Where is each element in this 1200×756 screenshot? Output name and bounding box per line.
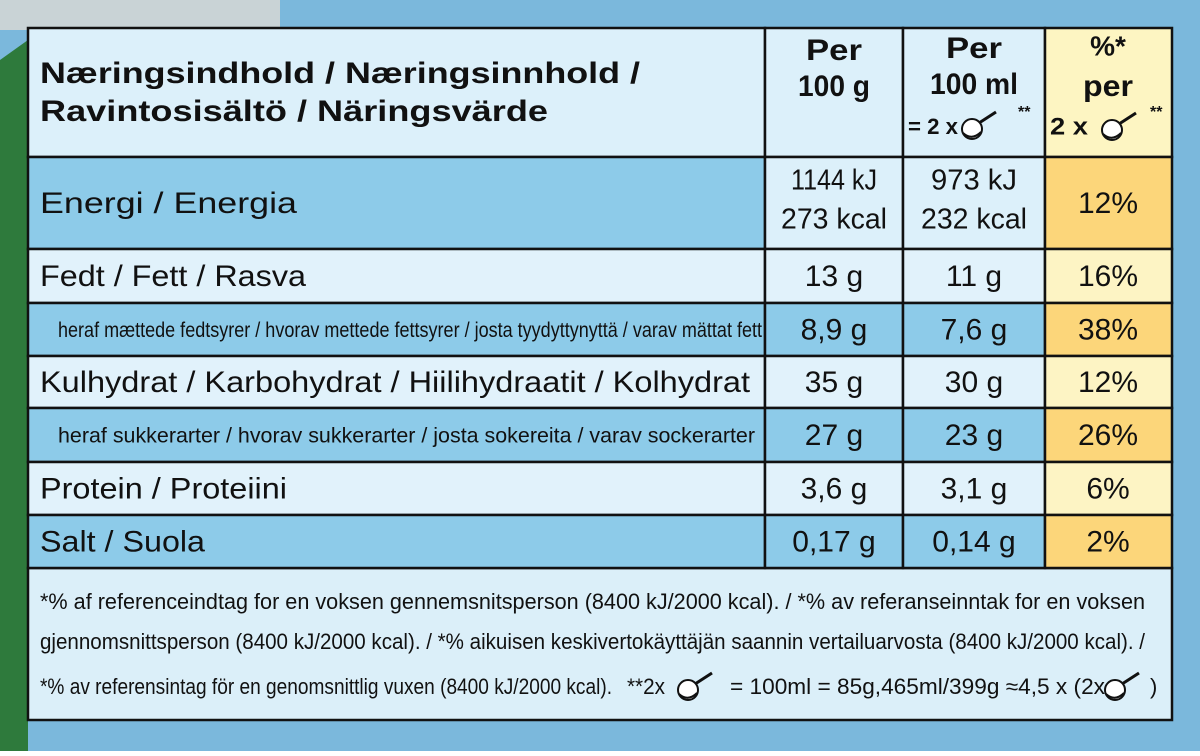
- row-cell: [901, 406, 1047, 464]
- header-col: per: [1083, 70, 1133, 103]
- header-col: 2 x: [1050, 113, 1089, 140]
- footnote: **2x: [627, 674, 665, 699]
- header-col: Per: [806, 34, 862, 67]
- footnote: ): [1150, 674, 1157, 699]
- row-cell: [1043, 301, 1174, 358]
- row-cell: [26, 354, 767, 410]
- value: 3,1 g: [941, 472, 1008, 505]
- row-cell: [901, 354, 1047, 410]
- row-cell: [26, 513, 767, 570]
- header-col: **: [1018, 104, 1031, 121]
- percent: 6%: [1086, 472, 1129, 505]
- photo-strip: [0, 0, 280, 30]
- footnote-box: [26, 566, 1174, 722]
- row-label: Energi / Energia: [40, 187, 297, 220]
- footnote: *% av referensintag för en genomsnittlig…: [40, 674, 612, 699]
- value: 973 kJ: [931, 165, 1017, 197]
- header-col: **: [1150, 104, 1163, 121]
- header-cell: [763, 26, 905, 159]
- value: 232 kcal: [921, 204, 1027, 236]
- header-col: = 2 x: [908, 114, 959, 139]
- value: 30 g: [945, 366, 1003, 399]
- footnote: *% af referenceindtag for en voksen genn…: [40, 589, 1145, 614]
- row-cell: [763, 354, 905, 410]
- value: 0,14 g: [932, 525, 1015, 558]
- row-cell: [26, 301, 767, 358]
- row-cell: [763, 460, 905, 517]
- green-edge: [0, 40, 28, 751]
- header-cell: [26, 26, 767, 159]
- row-cell: [763, 301, 905, 358]
- row-cell: [26, 406, 767, 464]
- row-cell: [901, 301, 1047, 358]
- row-label: heraf sukkerarter / hvorav sukkerarter /…: [58, 425, 755, 448]
- header-col: %*: [1090, 30, 1126, 61]
- value: 11 g: [946, 260, 1002, 293]
- row-cell: [1043, 460, 1174, 517]
- header-col: 100 ml: [930, 68, 1018, 101]
- value: 7,6 g: [941, 313, 1008, 346]
- percent: 38%: [1078, 313, 1138, 346]
- percent: 12%: [1078, 187, 1138, 220]
- value: 13 g: [805, 260, 863, 293]
- row-label: Kulhydrat / Karbohydrat / Hiilihydraatit…: [40, 366, 751, 399]
- row-cell: [26, 460, 767, 517]
- row-cell: [26, 247, 767, 305]
- row-cell: [1043, 247, 1174, 305]
- row-cell: [901, 513, 1047, 570]
- row-cell: [1043, 513, 1174, 570]
- value: 35 g: [805, 366, 863, 399]
- percent: 26%: [1078, 419, 1138, 452]
- row-label: Protein / Proteiini: [40, 472, 287, 505]
- row-label: Fedt / Fett / Rasva: [40, 260, 306, 293]
- footnote: = 100ml = 85g,465ml/399g ≈4,5 x (2x: [730, 674, 1105, 699]
- value: 0,17 g: [792, 525, 875, 558]
- value: 1144 kJ: [791, 165, 877, 197]
- percent: 12%: [1078, 366, 1138, 399]
- header-label: Næringsindhold / Næringsinnhold /: [40, 57, 641, 90]
- row-label: heraf mættede fedtsyrer / hvorav mettede…: [58, 319, 762, 342]
- value: 27 g: [805, 419, 863, 452]
- value: 273 kcal: [781, 204, 887, 236]
- header-col: 100 g: [798, 70, 870, 103]
- row-cell: [763, 247, 905, 305]
- row-cell: [1043, 406, 1174, 464]
- row-cell: [763, 513, 905, 570]
- percent: 2%: [1086, 525, 1129, 558]
- percent: 16%: [1078, 260, 1138, 293]
- value: 23 g: [945, 419, 1003, 452]
- row-cell: [1043, 155, 1174, 251]
- row-label: Salt / Suola: [40, 525, 205, 558]
- value: 3,6 g: [801, 472, 868, 505]
- value: 8,9 g: [801, 313, 868, 346]
- header-label: Ravintosisältö / Näringsvärde: [40, 95, 548, 128]
- row-cell: [1043, 354, 1174, 410]
- header-col: Per: [946, 32, 1002, 65]
- footnote: gjennomsnittsperson (8400 kJ/2000 kcal).…: [40, 629, 1146, 654]
